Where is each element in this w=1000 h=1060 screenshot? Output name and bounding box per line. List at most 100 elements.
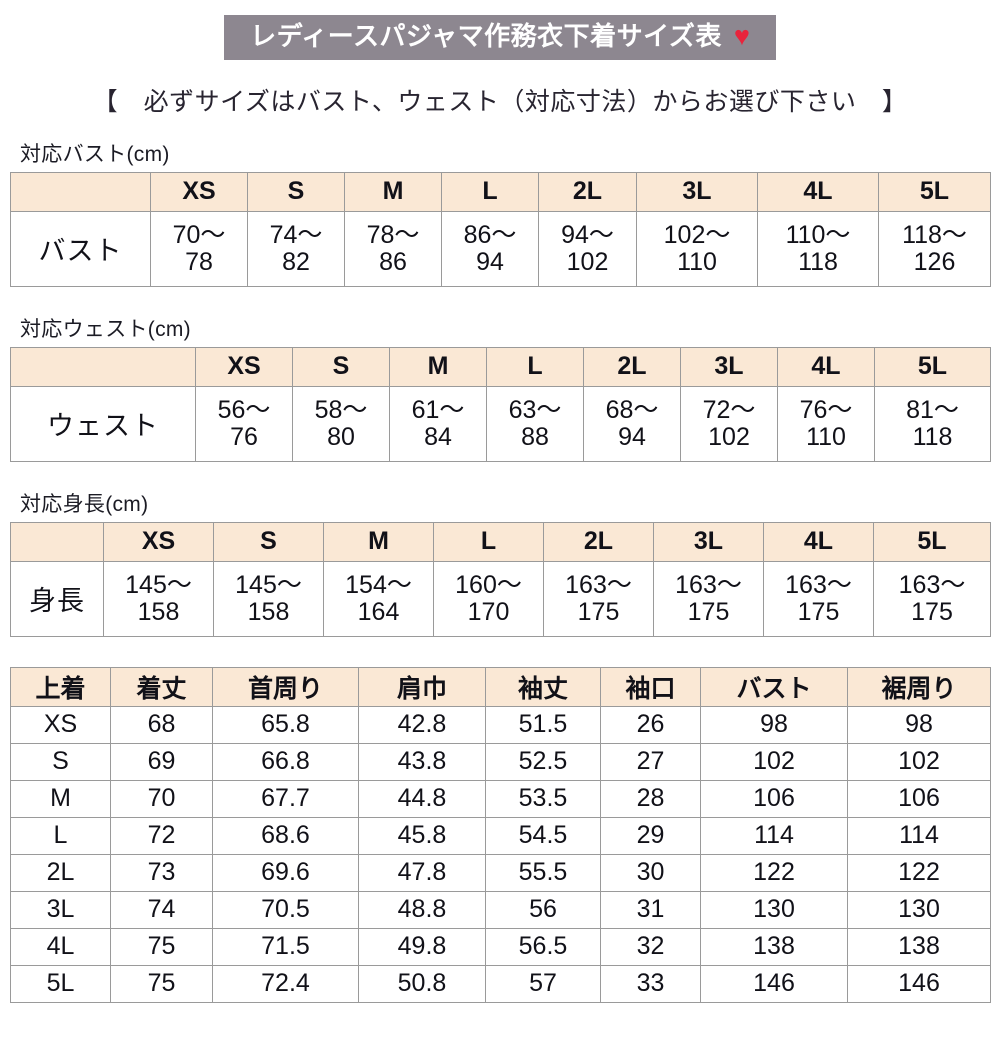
bust-table: XS S M L 2L 3L 4L 5L バスト 70〜 78 74〜 82 7…	[10, 171, 991, 287]
garment-cell: 130	[700, 890, 848, 929]
range-from: 61〜	[411, 396, 465, 425]
garment-header-2: 首周り	[212, 666, 359, 707]
range-to: 80	[327, 422, 355, 451]
garment-cell: 3L	[10, 890, 111, 929]
garment-cell: 138	[847, 927, 991, 966]
range-from: 74〜	[269, 221, 323, 250]
bust-header-row: XS S M L 2L 3L 4L 5L	[10, 171, 991, 212]
height-header-xs: XS	[103, 521, 214, 562]
range-to: 94	[476, 247, 504, 276]
range-to: 158	[137, 597, 180, 626]
range-from: 163〜	[565, 571, 632, 600]
bust-section: 対応バスト(cm) XS S M L 2L 3L 4L 5L バスト 70〜 7…	[10, 138, 1000, 287]
waist-row-label: ウェスト	[10, 385, 196, 462]
garment-header-5: 袖口	[600, 666, 701, 707]
waist-header-m: M	[389, 346, 487, 387]
height-caption: 対応身長(cm)	[20, 492, 149, 516]
bust-header-s: S	[247, 171, 345, 212]
range-to: 78	[185, 247, 213, 276]
range-from: 110〜	[785, 221, 851, 250]
table-row: M 70 67.7 44.8 53.5 28 106 106	[10, 779, 991, 818]
height-cell-m: 154〜 164	[323, 560, 434, 637]
waist-header-blank	[10, 346, 196, 387]
garment-cell: 106	[700, 779, 848, 818]
height-cell-xs: 145〜 158	[103, 560, 214, 637]
waist-cell-xs: 56〜 76	[195, 385, 293, 462]
bust-header-4l: 4L	[757, 171, 879, 212]
garment-cell: 75	[110, 964, 213, 1003]
range-to: 175	[687, 597, 730, 626]
garment-cell: 114	[847, 816, 991, 855]
range-to: 110	[806, 422, 846, 451]
garment-cell: 45.8	[358, 816, 486, 855]
garment-cell: 42.8	[358, 705, 486, 744]
garment-cell: 65.8	[212, 705, 359, 744]
table-row: 2L 73 69.6 47.8 55.5 30 122 122	[10, 853, 991, 892]
table-row: XS 68 65.8 42.8 51.5 26 98 98	[10, 705, 991, 744]
garment-cell: 47.8	[358, 853, 486, 892]
garment-cell: 68.6	[212, 816, 359, 855]
garment-cell: 70	[110, 779, 213, 818]
garment-cell: 102	[847, 742, 991, 781]
bust-header-m: M	[344, 171, 442, 212]
waist-header-2l: 2L	[583, 346, 681, 387]
garment-cell: 73	[110, 853, 213, 892]
range-from: 102〜	[663, 221, 731, 250]
range-to: 164	[357, 597, 400, 626]
range-from: 68〜	[605, 396, 659, 425]
garment-cell: 28	[600, 779, 701, 818]
range-to: 175	[911, 597, 953, 626]
range-from: 70〜	[172, 221, 226, 250]
height-header-blank	[10, 521, 104, 562]
height-header-2l: 2L	[543, 521, 654, 562]
garment-cell: S	[10, 742, 111, 781]
garment-cell: 68	[110, 705, 213, 744]
bust-header-l: L	[441, 171, 539, 212]
garment-cell: 122	[700, 853, 848, 892]
title-banner-container: レディースパジャマ作務衣下着サイズ表 ♥	[0, 0, 1000, 60]
range-to: 102	[566, 247, 609, 276]
range-from: 163〜	[785, 571, 852, 600]
range-to: 102	[708, 422, 750, 451]
bust-value-row: バスト 70〜 78 74〜 82 78〜 86 86〜 94 94〜 102	[10, 210, 991, 287]
garment-header-0: 上着	[10, 666, 111, 707]
heart-icon: ♥	[733, 20, 750, 51]
garment-cell: 54.5	[485, 816, 601, 855]
range-from: 145〜	[125, 571, 192, 600]
range-from: 154〜	[345, 571, 412, 600]
height-row-label: 身長	[10, 560, 104, 637]
height-section: 対応身長(cm) XS S M L 2L 3L 4L 5L 身長 145〜 15…	[10, 488, 1000, 637]
range-to: 170	[467, 597, 510, 626]
range-from: 78〜	[366, 221, 420, 250]
range-to: 118	[912, 422, 953, 451]
waist-header-5l: 5L	[874, 346, 991, 387]
range-from: 118〜	[902, 221, 967, 250]
garment-cell: 43.8	[358, 742, 486, 781]
garment-cell: 30	[600, 853, 701, 892]
garment-cell: 72	[110, 816, 213, 855]
garment-cell: 50.8	[358, 964, 486, 1003]
table-row: 4L 75 71.5 49.8 56.5 32 138 138	[10, 927, 991, 966]
garment-cell: 56	[485, 890, 601, 929]
height-value-row: 身長 145〜 158 145〜 158 154〜 164 160〜 170 1…	[10, 560, 991, 637]
bust-header-blank	[10, 171, 151, 212]
bust-cell-5l: 118〜 126	[878, 210, 991, 287]
height-header-m: M	[323, 521, 434, 562]
range-from: 56〜	[217, 396, 271, 425]
waist-cell-3l: 72〜 102	[680, 385, 778, 462]
garment-cell: 31	[600, 890, 701, 929]
range-to: 86	[379, 247, 407, 276]
bust-cell-s: 74〜 82	[247, 210, 345, 287]
garment-cell: 122	[847, 853, 991, 892]
garment-cell: 26	[600, 705, 701, 744]
range-from: 58〜	[314, 396, 368, 425]
range-from: 163〜	[898, 571, 966, 600]
height-cell-3l: 163〜 175	[653, 560, 764, 637]
range-from: 145〜	[235, 571, 302, 600]
garment-cell: 29	[600, 816, 701, 855]
range-from: 94〜	[561, 221, 614, 250]
range-to: 84	[424, 422, 452, 451]
range-to: 126	[913, 247, 956, 276]
garment-header-6: バスト	[700, 666, 848, 707]
page-title: レディースパジャマ作務衣下着サイズ表	[250, 21, 722, 51]
